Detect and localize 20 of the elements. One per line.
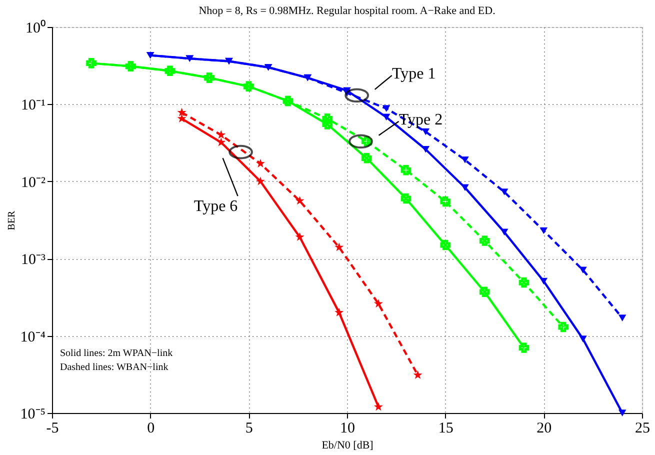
y-tick-label: 10⁰ bbox=[26, 20, 46, 36]
y-tick-label: 10⁻⁵ bbox=[20, 406, 46, 422]
x-tick-label: 10 bbox=[340, 420, 355, 436]
annotation: Type 6 bbox=[194, 198, 238, 216]
y-tick-label: 10⁻³ bbox=[21, 252, 46, 268]
x-axis-title: Eb/N0 [dB] bbox=[322, 440, 374, 452]
y-tick-label: 10⁻¹ bbox=[21, 98, 46, 114]
x-tick-label: 15 bbox=[438, 420, 454, 436]
annotation: Dashed lines: WBAN−link bbox=[60, 362, 168, 373]
y-tick-label: 10⁻² bbox=[21, 174, 46, 191]
annotation: Solid lines: 2m WPAN−link bbox=[60, 348, 173, 359]
x-tick-label: 25 bbox=[635, 420, 650, 436]
chart-title: Nhop = 8, Rs = 0.98MHz. Regular hospital room. A−Rake and ED. bbox=[198, 5, 496, 17]
x-tick-label: -5 bbox=[46, 420, 59, 436]
y-tick-label: 10⁻⁴ bbox=[20, 329, 46, 346]
x-tick-label: 20 bbox=[536, 420, 552, 436]
annotation: Type 1 bbox=[392, 65, 436, 82]
x-tick-label: 5 bbox=[245, 420, 253, 436]
x-tick-label: 0 bbox=[147, 420, 155, 436]
y-axis-title: BER bbox=[6, 210, 18, 230]
